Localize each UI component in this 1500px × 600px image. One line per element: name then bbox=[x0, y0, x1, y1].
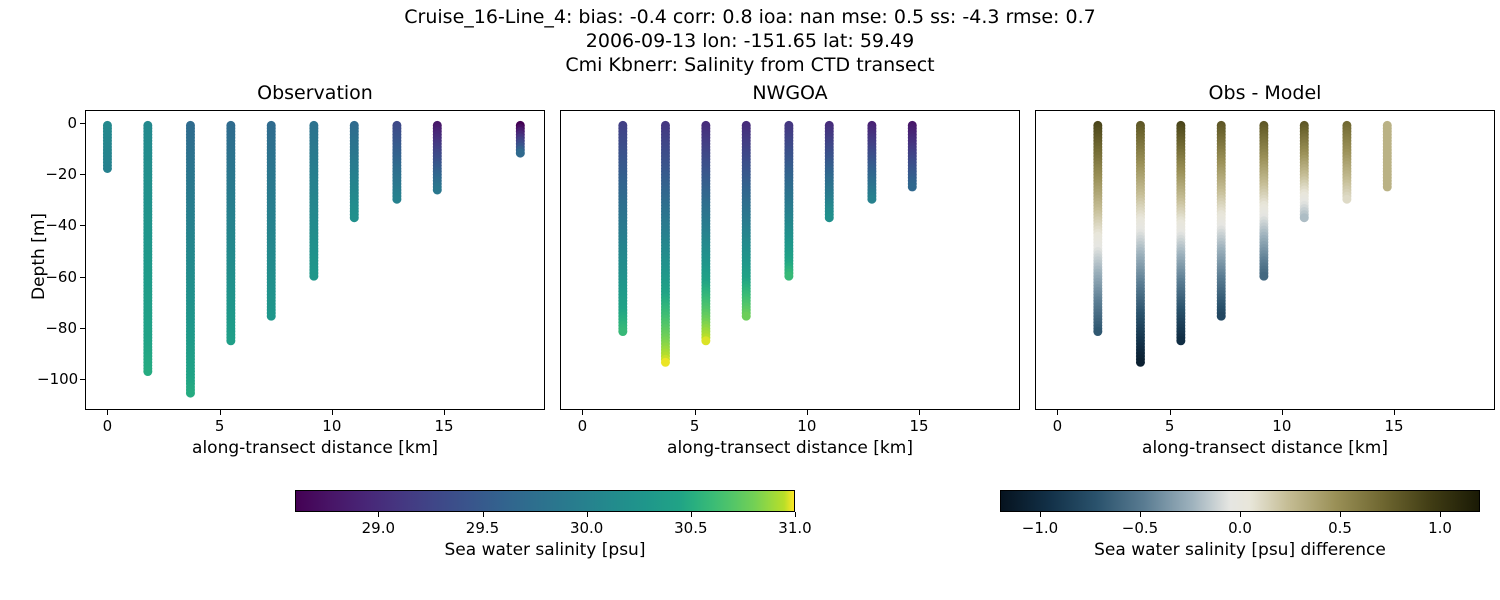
ytick-label: −100 bbox=[37, 370, 77, 388]
colorbar-salinity-tick-mark bbox=[378, 512, 379, 517]
colorbar-diff-tick-label: 0.0 bbox=[1228, 519, 1252, 537]
xtick-label: 10 bbox=[1272, 417, 1291, 435]
figure-container: Cruise_16-Line_4: bias: -0.4 corr: 0.8 i… bbox=[0, 0, 1500, 600]
xtick-label: 0 bbox=[578, 417, 588, 435]
xtick-mark bbox=[807, 410, 808, 415]
ytick-mark bbox=[80, 123, 85, 124]
xtick-mark bbox=[220, 410, 221, 415]
suptitle-line1: Cruise_16-Line_4: bias: -0.4 corr: 0.8 i… bbox=[0, 6, 1500, 28]
xtick-label: 0 bbox=[103, 417, 113, 435]
plot-mod bbox=[560, 110, 1020, 410]
xtick-label: 5 bbox=[215, 417, 225, 435]
xtick-mark bbox=[1394, 410, 1395, 415]
colorbar-salinity-tick-mark bbox=[587, 512, 588, 517]
colorbar-salinity-tick-mark bbox=[691, 512, 692, 517]
colorbar-diff-label: Sea water salinity [psu] difference bbox=[1000, 540, 1480, 560]
xtick-label: 5 bbox=[1165, 417, 1175, 435]
xtick-mark bbox=[444, 410, 445, 415]
ytick-mark bbox=[80, 277, 85, 278]
colorbar-salinity bbox=[295, 490, 795, 512]
xtick-mark bbox=[919, 410, 920, 415]
colorbar-diff-tick-label: −0.5 bbox=[1122, 519, 1158, 537]
xtick-label: 15 bbox=[1384, 417, 1403, 435]
xtick-mark bbox=[1170, 410, 1171, 415]
ylabel: Depth [m] bbox=[29, 213, 49, 300]
ytick-mark bbox=[80, 225, 85, 226]
xtick-label: 0 bbox=[1053, 417, 1063, 435]
colorbar-salinity-label: Sea water salinity [psu] bbox=[295, 540, 795, 560]
ytick-label: 0 bbox=[37, 114, 77, 132]
colorbar-diff-tick-mark bbox=[1040, 512, 1041, 517]
xtick-label: 15 bbox=[434, 417, 453, 435]
xtick-mark bbox=[582, 410, 583, 415]
colorbar-salinity-tick-label: 29.0 bbox=[362, 519, 395, 537]
colorbar-salinity-tick-mark bbox=[795, 512, 796, 517]
colorbar-diff-tick-mark bbox=[1140, 512, 1141, 517]
panel-title-dif: Obs - Model bbox=[1035, 82, 1495, 104]
plot-obs bbox=[85, 110, 545, 410]
colorbar-salinity-tick-label: 30.0 bbox=[570, 519, 603, 537]
colorbar-salinity-tick-label: 29.5 bbox=[466, 519, 499, 537]
xlabel-obs: along-transect distance [km] bbox=[85, 438, 545, 458]
colorbar-diff-tick-label: 0.5 bbox=[1328, 519, 1352, 537]
colorbar-diff-tick-mark bbox=[1240, 512, 1241, 517]
colorbar-diff-tick-mark bbox=[1340, 512, 1341, 517]
colorbar-diff-tick-mark bbox=[1440, 512, 1441, 517]
xtick-mark bbox=[332, 410, 333, 415]
xlabel-dif: along-transect distance [km] bbox=[1035, 438, 1495, 458]
ytick-label: −20 bbox=[37, 165, 77, 183]
xlabel-mod: along-transect distance [km] bbox=[560, 438, 1020, 458]
suptitle-line3: Cmi Kbnerr: Salinity from CTD transect bbox=[0, 54, 1500, 76]
colorbar-salinity-tick-label: 31.0 bbox=[778, 519, 811, 537]
colorbar-salinity-tick-mark bbox=[483, 512, 484, 517]
colorbar-diff bbox=[1000, 490, 1480, 512]
colorbar-diff-tick-label: 1.0 bbox=[1428, 519, 1452, 537]
colorbar-salinity-tick-label: 30.5 bbox=[674, 519, 707, 537]
ytick-mark bbox=[80, 174, 85, 175]
plot-dif bbox=[1035, 110, 1495, 410]
xtick-mark bbox=[107, 410, 108, 415]
suptitle-line2: 2006-09-13 lon: -151.65 lat: 59.49 bbox=[0, 30, 1500, 52]
xtick-label: 10 bbox=[322, 417, 341, 435]
ytick-label: −80 bbox=[37, 319, 77, 337]
xtick-mark bbox=[1282, 410, 1283, 415]
xtick-mark bbox=[1057, 410, 1058, 415]
ytick-mark bbox=[80, 379, 85, 380]
ytick-mark bbox=[80, 328, 85, 329]
xtick-label: 5 bbox=[690, 417, 700, 435]
xtick-mark bbox=[695, 410, 696, 415]
panel-title-mod: NWGOA bbox=[560, 82, 1020, 104]
xtick-label: 15 bbox=[909, 417, 928, 435]
panel-title-obs: Observation bbox=[85, 82, 545, 104]
xtick-label: 10 bbox=[797, 417, 816, 435]
colorbar-diff-tick-label: −1.0 bbox=[1022, 519, 1058, 537]
